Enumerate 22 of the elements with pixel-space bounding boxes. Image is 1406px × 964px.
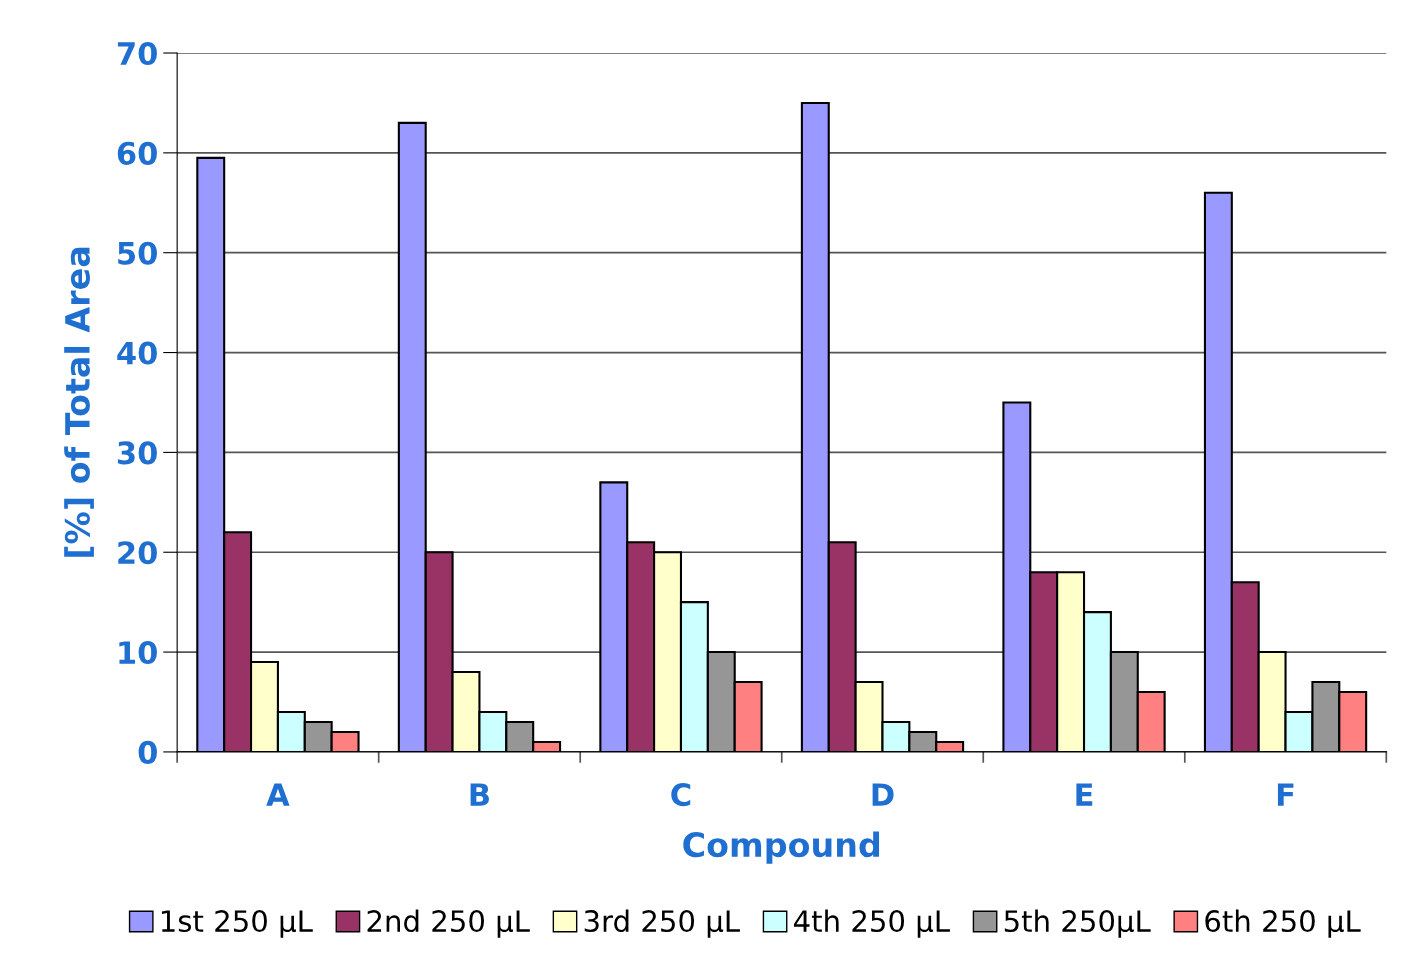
x-tick-label: A: [266, 783, 290, 806]
legend-label: 3rd 250 µL: [584, 909, 740, 938]
y-tick-label: 50: [118, 241, 157, 265]
y-tick-label: 10: [119, 641, 157, 665]
y-tick-label: 70: [117, 41, 157, 66]
y-tick-label: 30: [117, 441, 157, 465]
legend-label: 4th 250 µL: [794, 909, 950, 938]
y-tick-label: 40: [117, 341, 157, 365]
x-tick-label: D: [872, 783, 894, 806]
x-axis-title: Compound: [683, 831, 880, 864]
y-tick-label: 0: [138, 740, 157, 764]
x-tick-label: B: [470, 783, 489, 806]
x-tick-label: F: [1277, 783, 1294, 806]
y-tick-label: 20: [118, 541, 157, 565]
x-tick-label: C: [671, 783, 691, 807]
x-tick-label: E: [1076, 783, 1093, 806]
y-axis-title: [%] of Total Area: [64, 247, 94, 557]
legend-label: 5th 250µL: [1004, 909, 1151, 938]
legend-label: 2nd 250 µL: [367, 909, 530, 938]
legend-label: 1st 250 µL: [161, 910, 313, 938]
legend-label: 6th 250 µL: [1205, 909, 1361, 938]
y-tick-label: 60: [117, 141, 157, 165]
